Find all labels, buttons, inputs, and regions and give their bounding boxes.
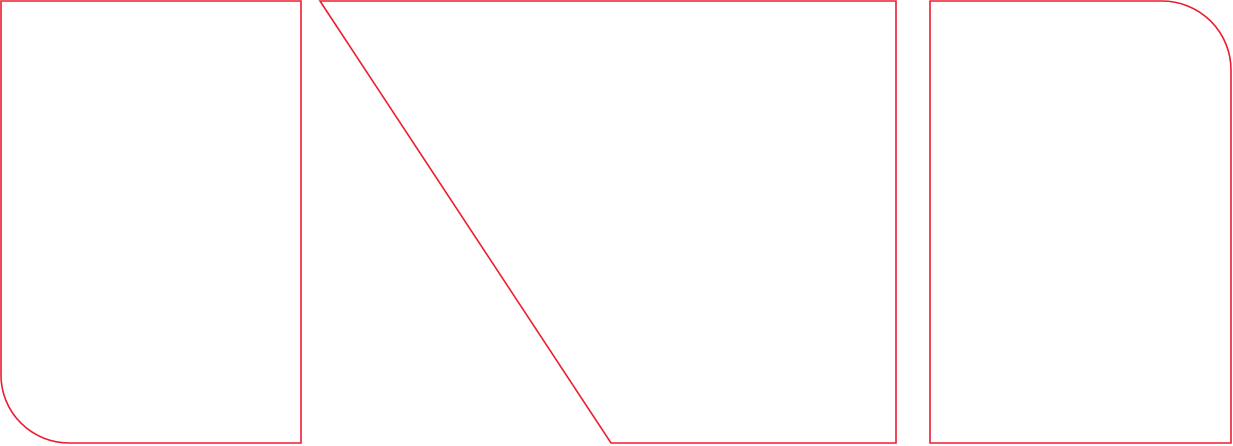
left-block-shape xyxy=(0,0,302,444)
middle-block-shape xyxy=(318,0,897,444)
right-block-shape xyxy=(929,0,1232,444)
